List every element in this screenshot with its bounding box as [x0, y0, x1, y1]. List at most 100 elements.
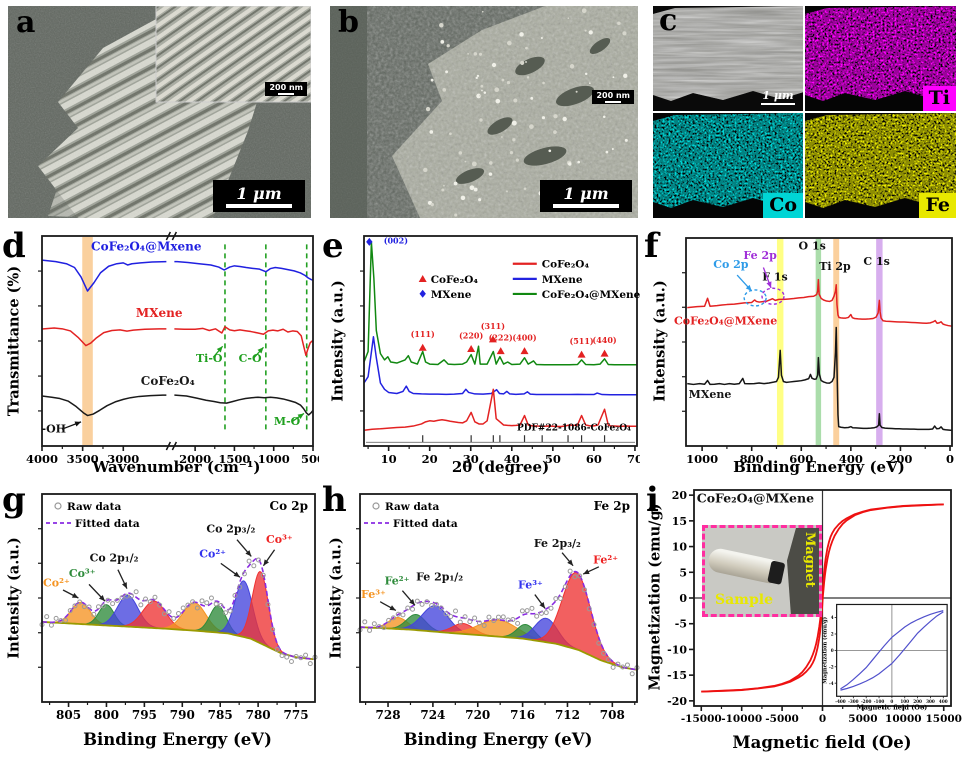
- nanoparticle-dot: [542, 81, 545, 85]
- annotation-label: Fe³⁺: [361, 588, 386, 601]
- nanoparticle-dot: [479, 94, 482, 97]
- raw-data-point: [265, 601, 271, 607]
- panel-letter-d: d: [2, 226, 26, 266]
- nanoparticle-dot: [478, 52, 483, 56]
- raw-data-point: [400, 612, 406, 618]
- inset-y-tick-label: 0: [831, 648, 834, 653]
- raw-data-point: [596, 640, 602, 646]
- x-tick-label: 800: [740, 452, 764, 466]
- nanoparticle-dot: [562, 116, 567, 122]
- background-baseline: [359, 626, 638, 671]
- raw-data-point: [577, 573, 583, 579]
- x-tick-label: 15000: [925, 713, 962, 725]
- nanoparticle-dot: [475, 76, 478, 80]
- nanoparticle-dot: [478, 198, 482, 202]
- eds-map-co: Co: [653, 113, 803, 218]
- annotation-label: Co³⁺: [266, 533, 293, 546]
- nanoparticle-dot: [471, 161, 477, 167]
- nanoparticle-dot: [506, 40, 512, 46]
- raw-data-point: [232, 592, 238, 598]
- raw-data-point: [227, 608, 233, 614]
- nanoparticle-dot: [469, 185, 475, 191]
- inset-scale-label-a: 200 nm: [269, 83, 303, 92]
- raw-data-point: [95, 604, 101, 610]
- raw-data-point: [395, 611, 401, 617]
- annotation-arrowhead: [257, 347, 264, 354]
- x-tick-label: 1000: [258, 452, 290, 466]
- xps-survey-x-axis-title: Binding Energy (eV): [733, 458, 905, 476]
- legend-label: CoFe₂O₄: [431, 274, 479, 286]
- hysteresis-branch-1: [701, 503, 944, 693]
- nanoparticle-dot: [446, 44, 450, 48]
- annotation-arrowhead: [297, 413, 304, 419]
- raw-data-point: [274, 646, 280, 652]
- annotation-label: Co 2p: [713, 258, 749, 271]
- annotation-label: Co²⁺: [199, 547, 226, 560]
- eds-label-fe: Fe: [919, 193, 956, 218]
- raw-data-point: [213, 601, 219, 607]
- legend-fit-label: Fitted data: [393, 518, 458, 530]
- nanoparticle-dot: [588, 82, 591, 84]
- inset-y-tick-label: 2: [831, 632, 834, 637]
- raw-data-point: [237, 584, 243, 590]
- fe2p-xps-chart: 728 724 720 716 712 708 Fe 2p Raw data Fitted da…: [356, 493, 640, 722]
- nanoparticle-dot: [460, 195, 466, 201]
- raw-data-point: [44, 614, 50, 620]
- nanoparticle-dot: [445, 70, 449, 74]
- nanoparticle-dot: [530, 96, 534, 100]
- raw-data-point: [260, 572, 266, 578]
- raw-data-point: [472, 615, 478, 621]
- raw-data-point: [208, 595, 214, 601]
- raw-data-point: [448, 613, 454, 619]
- nanoparticle-dot: [501, 136, 503, 138]
- raw-data-point: [204, 600, 210, 606]
- core-level-label: Fe 2p: [594, 499, 630, 513]
- inset-x-tick-label: 0: [890, 699, 893, 704]
- raw-data-point: [48, 622, 54, 628]
- raw-data-point: [157, 602, 163, 608]
- peak-marker-triangle: [496, 347, 505, 355]
- raw-data-point: [496, 614, 501, 620]
- raw-data-point: [166, 609, 172, 615]
- nanoparticle-dot: [440, 39, 445, 44]
- annotation-arrowhead: [567, 559, 574, 566]
- x-tick-label: 712: [555, 708, 580, 722]
- y-tick-label: 5: [679, 566, 687, 579]
- peak-marker-triangle: [577, 350, 586, 358]
- nanoparticle-dot: [454, 213, 458, 217]
- raw-data-point: [562, 584, 568, 590]
- raw-data-point: [81, 604, 87, 610]
- nanoparticle-dot: [515, 158, 519, 162]
- x-tick-label: 1000: [686, 452, 718, 466]
- legend-raw-label: Raw data: [385, 501, 439, 513]
- annotation-label: Fe 2p: [743, 249, 777, 262]
- raw-data-point: [491, 618, 497, 624]
- y-tick-label: -15: [667, 669, 687, 682]
- peak-marker-triangle: [467, 344, 476, 352]
- x-tick-label: 10: [381, 452, 397, 466]
- raw-data-point: [433, 601, 439, 607]
- fe2p-x-axis-title: Binding Energy (eV): [403, 730, 593, 749]
- raw-data-point: [303, 652, 309, 658]
- raw-data-point: [519, 608, 525, 614]
- raw-data-point: [190, 599, 196, 605]
- highlight-band: [776, 239, 784, 445]
- nanoparticle-dot: [525, 61, 527, 63]
- x-tick-label: 805: [56, 708, 81, 722]
- inset-y-axis-title: Magnetization (emu/g): [822, 617, 829, 684]
- annotation-label: Co 2p₁/₂: [90, 552, 139, 565]
- x-tick-label: 720: [465, 708, 490, 722]
- x-tick-label: 60: [586, 452, 602, 466]
- nanoparticle-dot: [473, 52, 478, 56]
- nanoparticle-dot: [584, 72, 588, 76]
- raw-data-point: [410, 606, 416, 612]
- peak-marker-triangle: [600, 349, 609, 357]
- annotation-arrowhead: [745, 284, 752, 292]
- raw-data-point: [171, 615, 177, 621]
- scalebar-line-c: [761, 102, 795, 105]
- legend-marker-diamond: [419, 289, 426, 298]
- nanoparticle-dot: [494, 87, 500, 93]
- y-tick-label: 15: [672, 515, 687, 528]
- annotation-label: Fe³⁺: [518, 579, 543, 592]
- annotation-label: Ti 2p: [819, 260, 851, 273]
